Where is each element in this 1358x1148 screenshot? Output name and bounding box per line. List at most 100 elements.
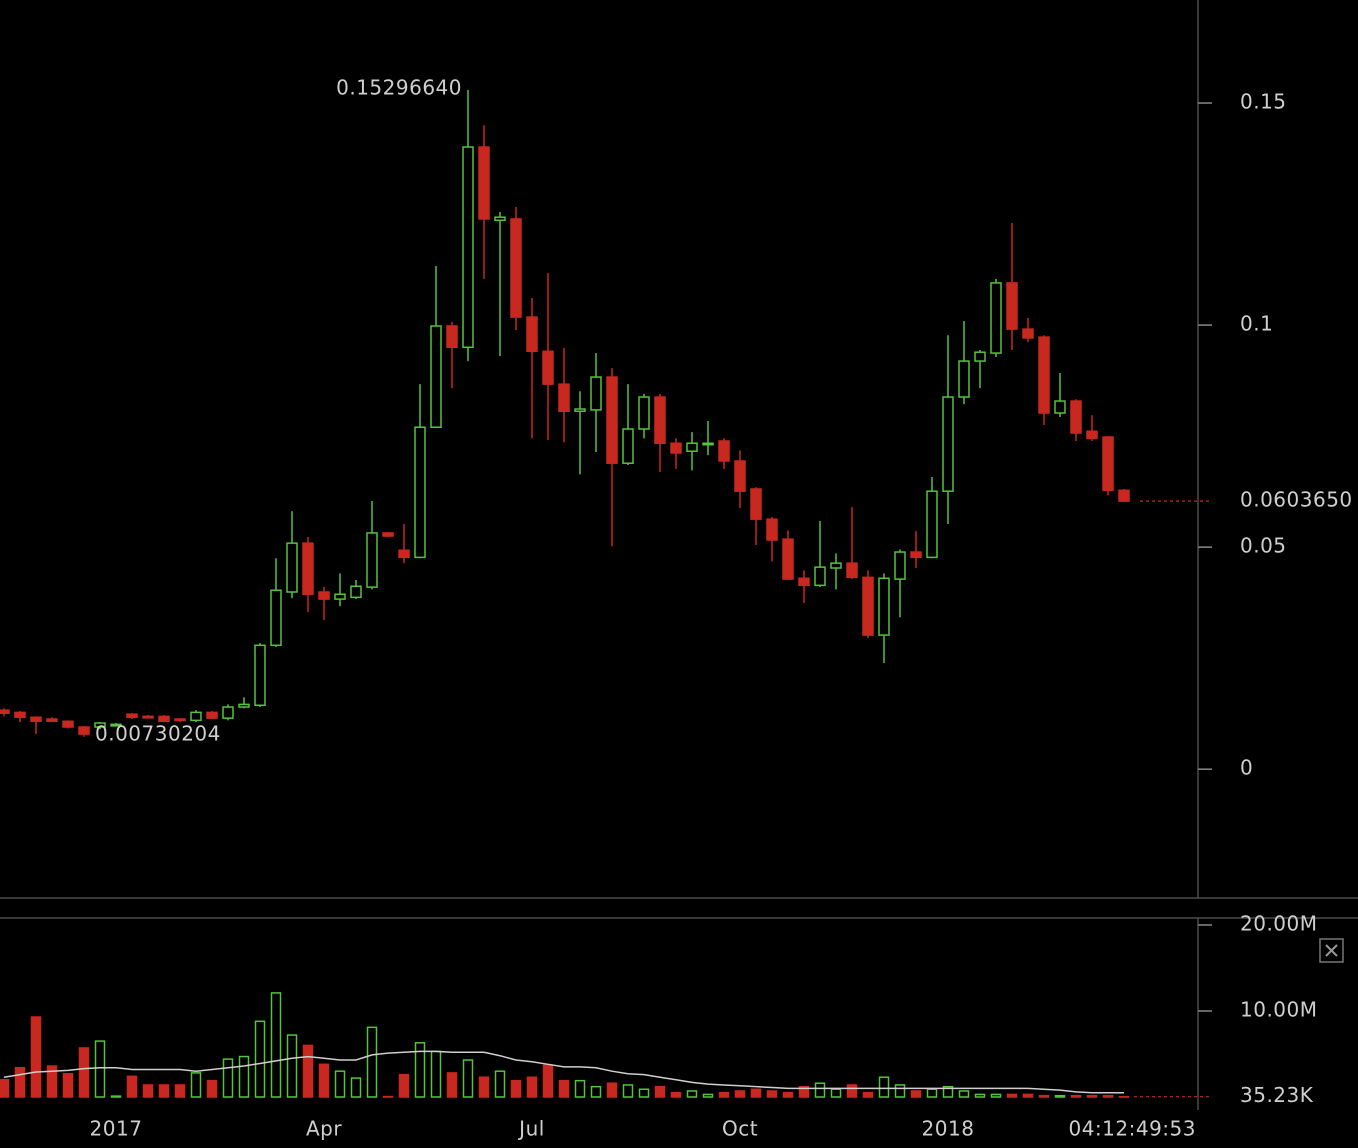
volume-bar <box>910 1090 922 1098</box>
candle-body <box>254 644 266 707</box>
volume-bar <box>142 1084 154 1098</box>
close-button[interactable] <box>1319 938 1344 963</box>
candle-body <box>238 703 250 708</box>
min-annotation: 0.00730204 <box>95 721 221 745</box>
candle-body <box>670 442 682 454</box>
y-tick-label: 0.15 <box>1240 90 1287 114</box>
volume-bar <box>974 1093 986 1098</box>
candle-body <box>590 376 602 411</box>
volume-bar <box>670 1091 682 1098</box>
last-price-label: 0.0603650 <box>1240 488 1353 512</box>
x-tick-label: Oct <box>722 1117 758 1141</box>
candle-body <box>750 488 762 520</box>
volume-bar <box>510 1079 522 1098</box>
candle-body <box>782 538 794 580</box>
volume-bar <box>638 1088 650 1098</box>
candle-body <box>974 351 986 362</box>
volume-bar <box>334 1070 346 1098</box>
candle-body <box>510 218 522 318</box>
candle-body <box>558 383 570 413</box>
volume-bar <box>878 1076 890 1098</box>
volume-bar <box>94 1040 106 1098</box>
countdown: 04:12:49:53 <box>1068 1117 1196 1141</box>
volume-bar <box>782 1091 794 1098</box>
volume-bar <box>62 1073 74 1098</box>
volume-bar <box>78 1047 90 1098</box>
volume-bar <box>286 1034 298 1098</box>
candle-body <box>622 428 634 464</box>
candle-body <box>286 542 298 593</box>
volume-bar <box>606 1082 618 1098</box>
volume-bar <box>686 1090 698 1098</box>
volume-bar <box>174 1084 186 1098</box>
volume-bar <box>1070 1094 1082 1098</box>
volume-bar <box>926 1088 938 1098</box>
candle-body <box>190 711 202 722</box>
candle-body <box>926 490 938 559</box>
candle-body <box>30 716 42 722</box>
volume-bar <box>718 1091 730 1098</box>
candle-body <box>334 593 346 600</box>
candle-body <box>734 460 746 492</box>
y-tick-label: 20.00M <box>1240 911 1318 935</box>
close-box[interactable] <box>1319 938 1344 963</box>
volume-bar <box>30 1016 42 1098</box>
volume-bar <box>414 1042 426 1098</box>
volume-bar <box>110 1095 122 1098</box>
volume-bar <box>1038 1094 1050 1098</box>
volume-bar <box>734 1090 746 1098</box>
candle-body <box>718 440 730 462</box>
volume-bar <box>1006 1093 1018 1098</box>
candle-body <box>1006 282 1018 330</box>
candle-body <box>78 726 90 735</box>
last-volume-label: 35.23K <box>1240 1083 1314 1107</box>
candle-body <box>1086 430 1098 440</box>
volume-bar <box>958 1090 970 1098</box>
candle-body <box>318 591 330 600</box>
volume-bar <box>190 1072 202 1098</box>
volume-bar <box>46 1065 58 1098</box>
candle-body <box>478 146 490 220</box>
candle-body <box>62 720 74 728</box>
y-tick-label: 0.1 <box>1240 312 1273 336</box>
candle-body <box>126 713 138 718</box>
x-tick-label: Apr <box>306 1117 342 1141</box>
candle-body <box>1038 336 1050 414</box>
volume-bar <box>222 1058 234 1098</box>
volume-bar <box>862 1091 874 1098</box>
candle-body <box>830 562 842 569</box>
volume-bar <box>350 1077 362 1098</box>
volume-bar <box>398 1073 410 1098</box>
volume-bar <box>462 1059 474 1098</box>
candle-body <box>366 532 378 588</box>
volume-bar <box>0 1079 10 1098</box>
volume-bar <box>526 1076 538 1098</box>
candle-body <box>702 442 714 446</box>
candle-body <box>878 577 890 636</box>
candle-body <box>382 532 394 537</box>
volume-bar <box>942 1085 954 1098</box>
max-annotation: 0.15296640 <box>336 75 462 99</box>
candle-body <box>814 566 826 587</box>
volume-bar <box>654 1085 666 1098</box>
volume-bar <box>494 1070 506 1098</box>
volume-bar <box>1054 1094 1066 1098</box>
candle-body <box>398 549 410 559</box>
candle-body <box>942 396 954 492</box>
candle-body <box>846 562 858 579</box>
volume-bar <box>238 1055 250 1098</box>
candle-body <box>174 718 186 722</box>
volume-bar <box>622 1084 634 1098</box>
moving-average-line <box>3 1050 1124 1094</box>
candle-body <box>46 718 58 722</box>
candle-body <box>494 216 506 222</box>
y-tick-label: 0.05 <box>1240 534 1287 558</box>
candle-body <box>1070 400 1082 434</box>
volume-bar <box>206 1079 218 1098</box>
close-icon[interactable] <box>1325 944 1338 957</box>
volume-bar <box>1086 1094 1098 1098</box>
volume-bar <box>318 1063 330 1098</box>
candle-body <box>1118 489 1130 502</box>
volume-bar <box>430 1050 442 1098</box>
